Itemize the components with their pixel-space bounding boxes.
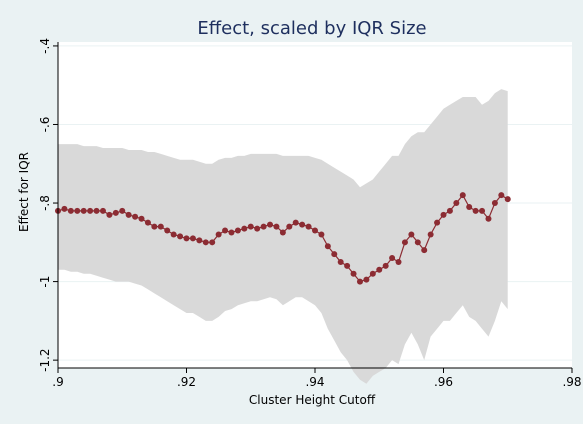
data-point-22 <box>196 237 203 244</box>
data-point-5 <box>87 207 94 214</box>
y-tick-label-4: -1.2 <box>38 348 52 371</box>
data-point-11 <box>125 211 132 218</box>
data-point-51 <box>382 262 389 269</box>
data-point-18 <box>170 231 177 238</box>
data-point-36 <box>286 223 293 230</box>
data-point-55 <box>408 231 415 238</box>
x-tick-label-0: .9 <box>52 375 63 389</box>
data-point-30 <box>247 223 254 230</box>
data-point-52 <box>389 255 396 262</box>
data-point-48 <box>363 276 370 283</box>
data-point-10 <box>119 207 126 214</box>
data-point-34 <box>273 223 280 230</box>
data-point-46 <box>350 270 357 277</box>
data-point-68 <box>491 200 498 207</box>
data-point-26 <box>222 227 229 234</box>
data-point-28 <box>234 227 241 234</box>
data-point-32 <box>260 223 267 230</box>
data-point-24 <box>209 239 216 246</box>
y-tick-label-1: -.6 <box>38 117 52 133</box>
x-tick-label-3: .96 <box>434 375 453 389</box>
y-ticks: -.4 -.6 -.8 -1 -1.2 <box>38 38 58 372</box>
data-point-27 <box>228 229 235 236</box>
data-point-15 <box>151 223 158 230</box>
y-tick-label-0: -.4 <box>38 38 52 54</box>
data-point-67 <box>485 215 492 222</box>
y-axis-title: Effect for IQR <box>17 152 31 232</box>
data-point-50 <box>376 266 383 273</box>
data-point-65 <box>472 207 479 214</box>
data-point-62 <box>453 200 460 207</box>
data-point-43 <box>331 251 338 258</box>
y-tick-label-3: -1 <box>38 276 52 288</box>
data-point-1 <box>61 205 68 212</box>
data-point-3 <box>74 207 81 214</box>
data-point-29 <box>241 225 248 232</box>
data-point-4 <box>80 207 87 214</box>
data-point-14 <box>144 219 151 226</box>
data-point-54 <box>401 239 408 246</box>
data-point-70 <box>504 196 511 203</box>
data-point-53 <box>395 258 402 265</box>
data-point-7 <box>99 207 106 214</box>
data-point-40 <box>312 227 318 234</box>
data-point-60 <box>440 211 447 218</box>
data-point-33 <box>267 221 274 228</box>
data-point-39 <box>305 223 312 230</box>
data-point-64 <box>466 203 473 210</box>
data-point-9 <box>112 209 119 216</box>
data-point-8 <box>106 211 113 218</box>
x-axis-title: Cluster Height Cutoff <box>249 393 376 407</box>
data-point-42 <box>324 243 331 250</box>
data-point-66 <box>479 207 486 214</box>
data-point-37 <box>292 219 299 226</box>
data-point-58 <box>427 231 434 238</box>
x-tick-label-4: .98 <box>562 375 581 389</box>
data-point-61 <box>446 207 453 214</box>
data-point-16 <box>157 223 164 230</box>
data-point-63 <box>459 192 466 199</box>
data-point-6 <box>93 207 100 214</box>
data-point-57 <box>421 247 428 254</box>
data-point-20 <box>183 235 190 242</box>
chart-title: Effect, scaled by IQR Size <box>197 18 426 39</box>
data-point-38 <box>299 221 306 228</box>
y-tick-label-2: -.8 <box>38 195 52 211</box>
data-point-2 <box>67 207 74 214</box>
data-point-59 <box>434 219 441 226</box>
data-point-41 <box>318 231 325 238</box>
data-point-21 <box>189 235 196 242</box>
series-points <box>55 192 511 285</box>
data-point-12 <box>132 213 139 220</box>
confidence-band <box>58 89 508 384</box>
data-point-47 <box>356 278 363 285</box>
data-point-25 <box>215 231 222 238</box>
data-point-45 <box>344 262 351 269</box>
data-point-13 <box>138 215 145 222</box>
data-point-56 <box>414 239 421 246</box>
data-point-17 <box>164 227 171 234</box>
data-point-69 <box>498 192 505 199</box>
data-point-35 <box>279 229 286 236</box>
data-point-31 <box>254 225 261 232</box>
data-point-19 <box>177 233 184 240</box>
data-point-49 <box>369 270 376 277</box>
data-point-23 <box>202 239 209 246</box>
x-tick-label-2: .94 <box>305 375 324 389</box>
data-point-44 <box>337 258 344 265</box>
x-tick-label-1: .92 <box>177 375 196 389</box>
x-ticks: .9 .92 .94 .96 .98 <box>52 368 582 389</box>
